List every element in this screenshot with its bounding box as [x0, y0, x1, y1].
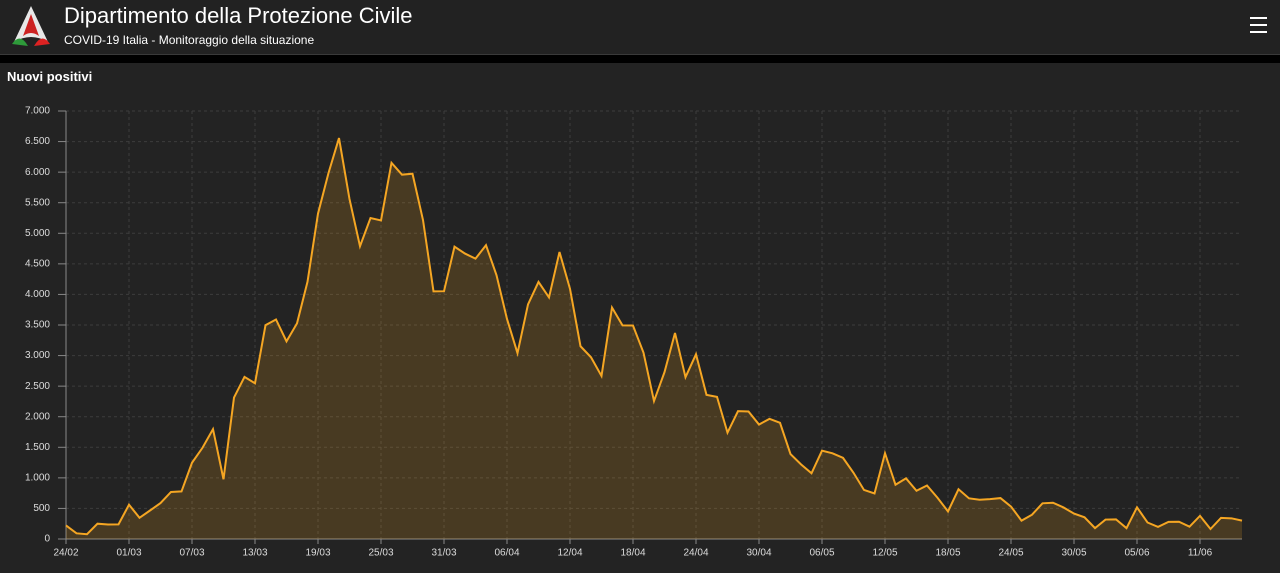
y-tick-label: 1.500 [25, 442, 50, 453]
line [65, 137, 1243, 536]
y-tick-label: 4.000 [25, 289, 50, 300]
x-tick-label: 24/04 [683, 548, 708, 559]
x-tick-label: 24/05 [998, 548, 1023, 559]
header: Dipartimento della Protezione Civile COV… [0, 0, 1280, 55]
x-tick-label: 12/04 [557, 548, 582, 559]
logo [12, 6, 50, 46]
y-tick-label: 500 [33, 503, 50, 514]
y-tick-label: 6.500 [25, 136, 50, 147]
y-tick-label: 1.000 [25, 472, 50, 483]
chart-panel: Nuovi positivi 0 500 1.000 1.500 2.000 2.500 3… [0, 63, 1280, 573]
y-tick-label: 2.500 [25, 381, 50, 392]
y-tick-label: 5.000 [25, 228, 50, 239]
x-tick-label: 24/02 [53, 548, 78, 559]
x-tick-label: 18/05 [935, 548, 960, 559]
chart: 0 500 1.000 1.500 2.000 2.500 3.000 3.500 4.000 4… [25, 106, 1243, 559]
x-tick-label: 19/03 [305, 548, 330, 559]
header-title: Dipartimento della Protezione Civile [64, 3, 413, 28]
x-tick-label: 18/04 [620, 548, 645, 559]
y-tick-label: 6.000 [25, 167, 50, 178]
x-tick-label: 31/03 [431, 548, 456, 559]
x-tick-label: 30/05 [1061, 548, 1086, 559]
y-tick-label: 3.000 [25, 350, 50, 361]
y-tick-label: 3.500 [25, 320, 50, 331]
x-tick-label: 06/05 [809, 548, 834, 559]
y-tick-label: 2.000 [25, 411, 50, 422]
x-tick-label: 11/06 [1188, 548, 1213, 559]
area [66, 138, 1242, 539]
x-tick-label: 13/03 [242, 548, 267, 559]
header-subtitle: COVID-19 Italia - Monitoraggio della sit… [64, 33, 315, 47]
x-tick-label: 06/04 [494, 548, 519, 559]
x-tick-label: 12/05 [872, 548, 897, 559]
y-tick-label: 4.500 [25, 258, 50, 269]
y-tick-label: 5.500 [25, 197, 50, 208]
x-tick-label: 05/06 [1124, 548, 1149, 559]
x-tick-label: 01/03 [116, 548, 141, 559]
menu-button[interactable] [1249, 16, 1269, 34]
x-tick-label: 07/03 [179, 548, 204, 559]
y-tick-label: 7.000 [25, 106, 50, 117]
x-tick-label: 25/03 [368, 548, 393, 559]
x-tick-label: 30/04 [746, 548, 771, 559]
chart-title: Nuovi positivi [7, 69, 93, 84]
y-tick-label: 0 [44, 534, 50, 545]
